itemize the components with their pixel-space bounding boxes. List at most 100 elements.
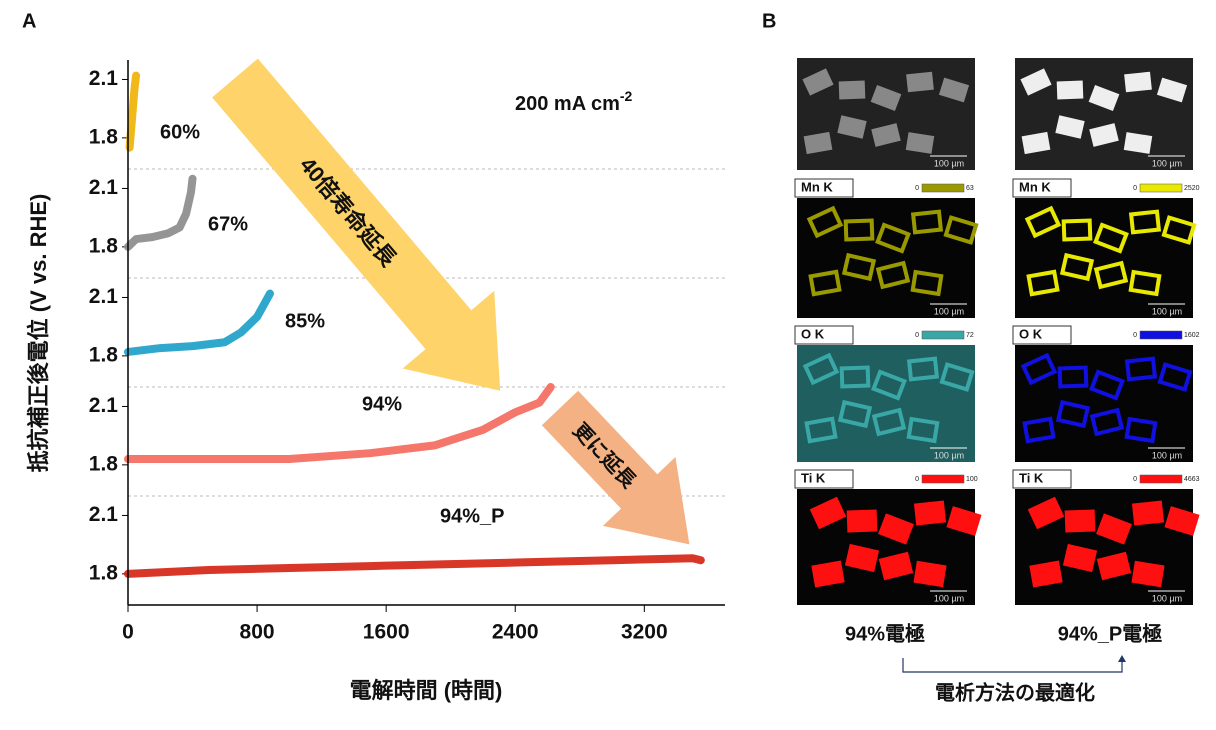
element-label: Ti K [1019, 470, 1044, 485]
particle [871, 369, 907, 401]
colorbar-min: 0 [915, 332, 919, 339]
particle [870, 84, 902, 112]
series-label: 94%_P [440, 505, 505, 527]
particle [843, 218, 875, 242]
colorbar [1139, 183, 1183, 193]
caption: 94%電極 [845, 621, 925, 645]
particle [1056, 80, 1084, 100]
series-line [124, 289, 274, 356]
particle [910, 209, 944, 235]
y-tick-label: 2.1 [89, 285, 119, 308]
particle [1055, 115, 1085, 139]
particle [1020, 352, 1058, 386]
scale-label: 100 µm [934, 450, 964, 460]
particle [1161, 215, 1197, 245]
particle [1064, 509, 1096, 533]
scale-label: 100 µm [1152, 593, 1182, 603]
particle [802, 352, 840, 386]
panel-label: B [762, 10, 776, 32]
particle [913, 560, 947, 588]
colorbar-max: 4663 [1184, 476, 1200, 483]
x-tick-label: 3200 [621, 621, 668, 644]
micrograph [1015, 198, 1193, 318]
series-line [124, 554, 705, 578]
particle [808, 269, 842, 297]
particle [1157, 362, 1193, 392]
particle [846, 509, 878, 533]
element-label: O K [801, 326, 825, 341]
particle [838, 80, 866, 100]
particle [875, 222, 911, 254]
particle [875, 260, 911, 290]
particle [1156, 77, 1188, 103]
y-axis-label: 抵抗補正後電位 (V vs. RHE) [26, 194, 51, 473]
colorbar [921, 474, 965, 484]
scale-label: 100 µm [934, 158, 964, 168]
element-box [1012, 178, 1072, 198]
element-box [794, 469, 854, 489]
particle [809, 496, 847, 530]
particle [1096, 513, 1132, 545]
particle [1022, 416, 1056, 444]
particle [1124, 356, 1158, 382]
colorbar-min: 0 [915, 476, 919, 483]
element-label: Mn K [1019, 179, 1051, 194]
colorbar-min: 0 [915, 185, 919, 192]
micrograph [797, 345, 975, 462]
y-tick-label: 1.8 [89, 234, 119, 257]
colorbar-max: 2520 [1184, 185, 1200, 192]
particle [837, 399, 873, 429]
particle [910, 269, 944, 297]
particle [804, 416, 838, 444]
y-tick-label: 1.8 [89, 343, 119, 366]
connector [902, 658, 1123, 673]
colorbar [1139, 474, 1183, 484]
micrograph [1015, 345, 1193, 462]
arrow: 更に延長 [541, 390, 690, 545]
y-tick-label: 1.8 [89, 125, 119, 148]
particle [837, 115, 867, 139]
particle [906, 71, 934, 93]
particle [839, 365, 871, 389]
particle [1123, 132, 1153, 154]
particle [1061, 218, 1093, 242]
particle [906, 356, 940, 382]
particle [1089, 407, 1125, 437]
annotation: 200 mA cm-2 [515, 88, 633, 116]
particle [938, 77, 970, 103]
element-box [794, 178, 854, 198]
element-box [1012, 469, 1072, 489]
panel-b: 100 µm 100 µm Mn K 0 63 100 µm O K 0 72 100 µm Ti … [794, 58, 1200, 605]
element-label: Mn K [801, 179, 833, 194]
particle [1128, 209, 1162, 235]
particle [1131, 560, 1165, 588]
particle [1020, 68, 1052, 96]
particle [1093, 260, 1129, 290]
y-tick-label: 2.1 [89, 176, 119, 199]
particle [913, 500, 947, 526]
series-line [124, 174, 197, 251]
particle [803, 131, 833, 155]
particle [1055, 399, 1091, 429]
particle [1093, 222, 1129, 254]
y-tick-label: 2.1 [89, 67, 119, 90]
scale-label: 100 µm [1152, 158, 1182, 168]
particle [1124, 71, 1152, 93]
plot: 1.8 2.1 60% 1.8 2.1 67% 1.8 2.1 85% 1.8 2.1 94% 1.8 2… [89, 60, 725, 644]
particle [943, 215, 979, 245]
particle [1021, 131, 1051, 155]
series-line [125, 71, 141, 152]
caption: 94%_P電極 [1058, 621, 1163, 645]
particle [802, 68, 834, 96]
particle [1124, 416, 1158, 444]
micrograph [797, 198, 975, 318]
particle [1128, 269, 1162, 297]
x-tick-label: 0 [122, 621, 134, 644]
scale-label: 100 µm [934, 306, 964, 316]
particle [1096, 551, 1132, 581]
particle [878, 513, 914, 545]
particle [1057, 365, 1089, 389]
series-label: 85% [285, 310, 325, 332]
particle [1062, 543, 1098, 573]
particle [905, 132, 935, 154]
